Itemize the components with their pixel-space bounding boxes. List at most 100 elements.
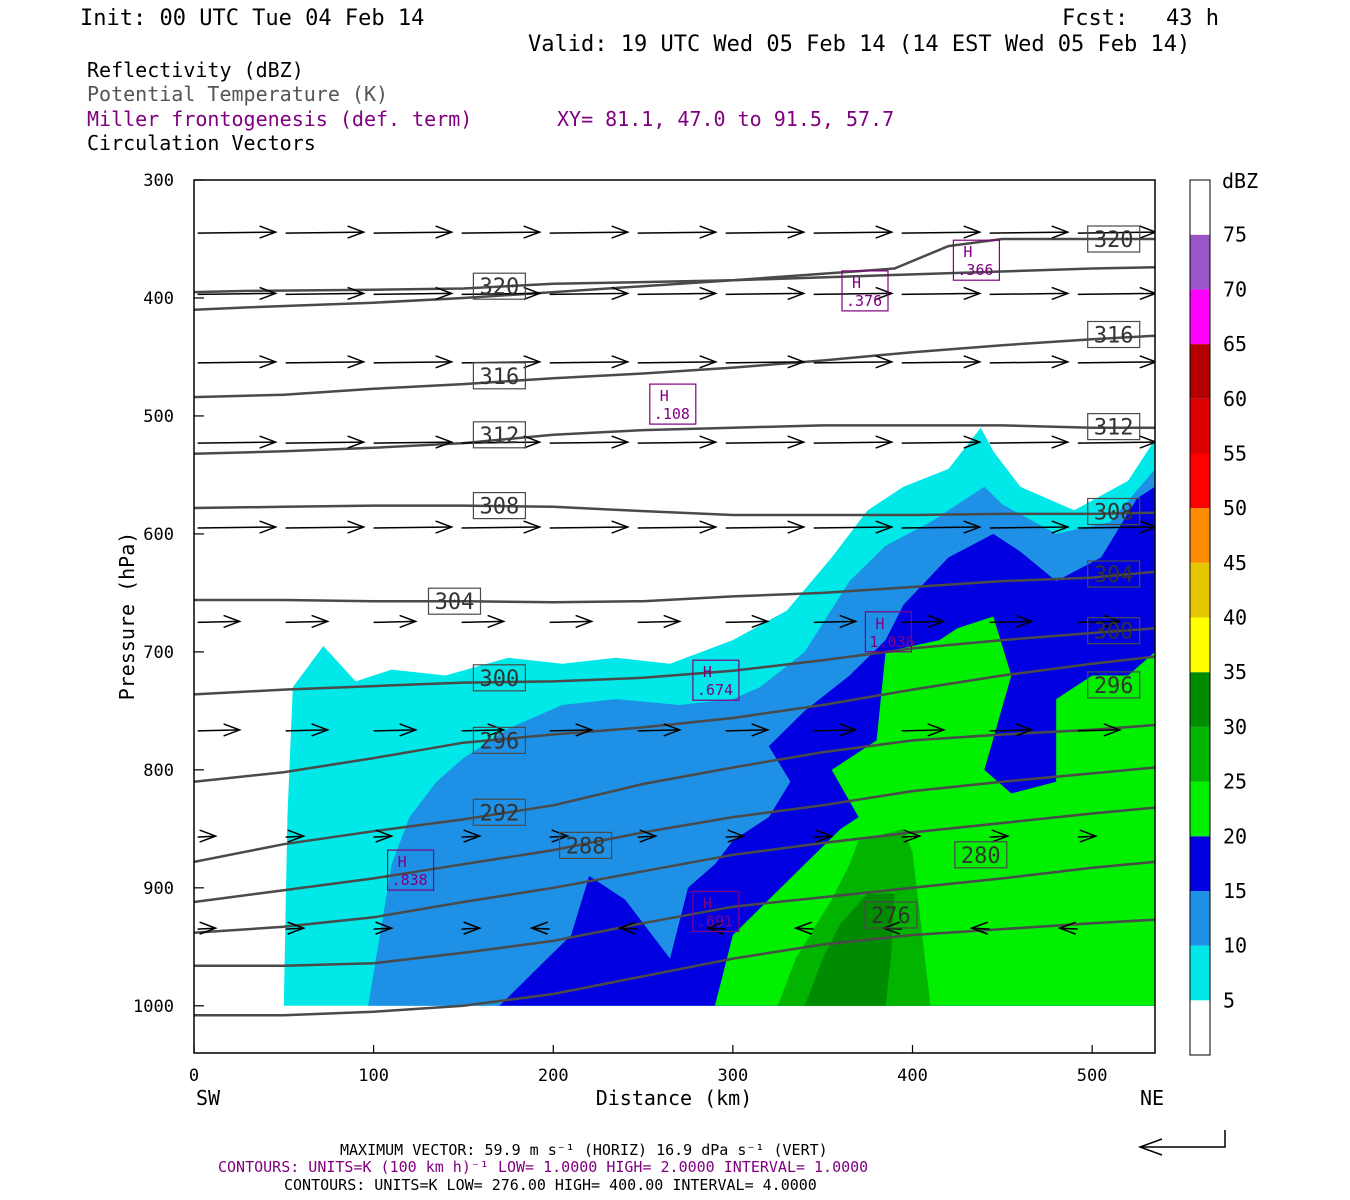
theta-line-308 — [194, 504, 1155, 517]
field-frontogenesis: Miller frontogenesis (def. term) — [87, 107, 472, 131]
circulation-vector — [637, 520, 718, 534]
circulation-vector — [1077, 520, 1155, 534]
circulation-vector — [197, 286, 278, 301]
colorbar-level-label: 25 — [1223, 770, 1247, 794]
circulation-vector — [813, 520, 894, 534]
circulation-vector — [197, 723, 242, 737]
theta-label: 316 — [472, 362, 526, 390]
circulation-vector — [901, 829, 922, 843]
circulation-vector — [989, 723, 1034, 737]
colorbar-level-label: 15 — [1223, 879, 1247, 903]
colorbar-level-label: 40 — [1223, 606, 1247, 630]
theta-line-312 — [194, 424, 1155, 455]
circulation-vector — [901, 520, 982, 534]
circulation-vector — [373, 520, 454, 534]
footer-contours-frontogenesis: CONTOURS: UNITS=K (100 km h)⁻¹ LOW= 1.00… — [218, 1158, 868, 1176]
circulation-vector — [901, 225, 982, 239]
circulation-vector — [989, 225, 1070, 239]
circulation-vector — [373, 829, 394, 843]
colorbar-level-label: 60 — [1223, 387, 1247, 411]
colorbar-segment — [1190, 344, 1210, 399]
circulation-vector — [813, 286, 894, 301]
circulation-vector — [1077, 829, 1098, 843]
circulation-vector — [901, 435, 982, 449]
colorbar-segment — [1190, 1000, 1210, 1055]
circulation-vector — [461, 614, 506, 629]
svg-text:276: 276 — [871, 904, 911, 929]
theta-line-288 — [194, 766, 1155, 904]
circulation-vector — [793, 921, 814, 935]
y-tick-label: 300 — [143, 171, 174, 191]
circulation-vector — [637, 286, 718, 301]
circulation-vector — [549, 614, 594, 629]
theta-label: 316 — [1087, 320, 1141, 349]
svg-text:H: H — [703, 894, 712, 912]
svg-text:312: 312 — [1094, 416, 1134, 441]
footer-contours-theta: CONTOURS: UNITS=K LOW= 276.00 HIGH= 400.… — [284, 1176, 817, 1194]
frontogenesis-high-label: H1.036 — [864, 611, 915, 653]
svg-text:H: H — [852, 274, 861, 292]
circulation-vector — [549, 723, 594, 737]
circulation-vector — [989, 435, 1070, 449]
svg-text:.674: .674 — [697, 681, 733, 699]
colorbar-segment — [1190, 180, 1210, 235]
theta-label: 292 — [472, 798, 526, 826]
field-theta: Potential Temperature (K) — [87, 82, 388, 106]
x-tick-label: 300 — [718, 1066, 749, 1086]
circulation-vector — [637, 614, 682, 629]
circulation-vector — [461, 829, 482, 843]
circulation-vector — [813, 355, 894, 369]
x-axis-right-label: NE — [1140, 1086, 1164, 1110]
circulation-vector — [1077, 355, 1155, 369]
colorbar-level-label: 30 — [1223, 715, 1247, 739]
xy-label: XY= 81.1, 47.0 to 91.5, 57.7 — [557, 107, 894, 131]
x-tick-label: 100 — [358, 1066, 389, 1086]
valid-label: Valid: 19 UTC Wed 05 Feb 14 (14 EST Wed … — [528, 32, 1190, 57]
frontogenesis-high-label: H.838 — [387, 849, 435, 891]
colorbar-frame — [1189, 179, 1211, 1056]
circulation-vector — [373, 723, 418, 737]
circulation-vector — [1077, 435, 1155, 449]
frontogenesis-high-label: H.674 — [692, 659, 740, 701]
circulation-vector — [725, 225, 806, 239]
x-tick-label: 200 — [538, 1066, 569, 1086]
colorbar-segment — [1190, 672, 1210, 727]
circulation-vector — [989, 286, 1070, 301]
circulation-vector — [725, 723, 770, 737]
circulation-vector — [725, 286, 806, 301]
circulation-vector — [197, 614, 242, 629]
colorbar-segment — [1190, 726, 1210, 782]
x-axis-title: Distance (km) — [596, 1086, 753, 1110]
colorbar-level-label: 65 — [1223, 332, 1247, 356]
svg-text:.691: .691 — [697, 912, 733, 930]
y-tick-label: 500 — [143, 407, 174, 427]
circulation-vector — [549, 829, 570, 843]
circulation-vector — [989, 614, 1034, 629]
circulation-vector — [461, 286, 542, 301]
colorbar-segment — [1190, 617, 1210, 673]
circulation-vector — [197, 520, 278, 534]
svg-text:280: 280 — [961, 844, 1001, 869]
svg-text:308: 308 — [480, 495, 520, 520]
circulation-vector — [549, 355, 630, 369]
circulation-vector — [549, 286, 630, 301]
theta-label: 280 — [954, 841, 1008, 869]
svg-text:H: H — [875, 615, 884, 633]
svg-text:316: 316 — [1094, 324, 1134, 349]
y-axis-title: Pressure (hPa) — [115, 532, 139, 701]
circulation-vector — [285, 355, 366, 369]
reference-vector-icon — [1137, 1130, 1226, 1156]
theta-label: 308 — [1087, 497, 1141, 526]
theta-label: 296 — [472, 726, 526, 754]
circulation-vector — [373, 435, 454, 449]
circulation-vector — [989, 829, 1010, 843]
theta-label: 300 — [472, 664, 526, 692]
colorbar-level-label: 75 — [1223, 223, 1247, 247]
circulation-vector — [725, 829, 746, 843]
theta-label: 300 — [1087, 617, 1141, 645]
circulation-vector — [1077, 225, 1155, 239]
frontogenesis-high-label: H.108 — [649, 383, 697, 425]
circulation-vector — [197, 435, 278, 449]
circulation-vector — [285, 520, 366, 534]
circulation-vector — [197, 921, 218, 935]
